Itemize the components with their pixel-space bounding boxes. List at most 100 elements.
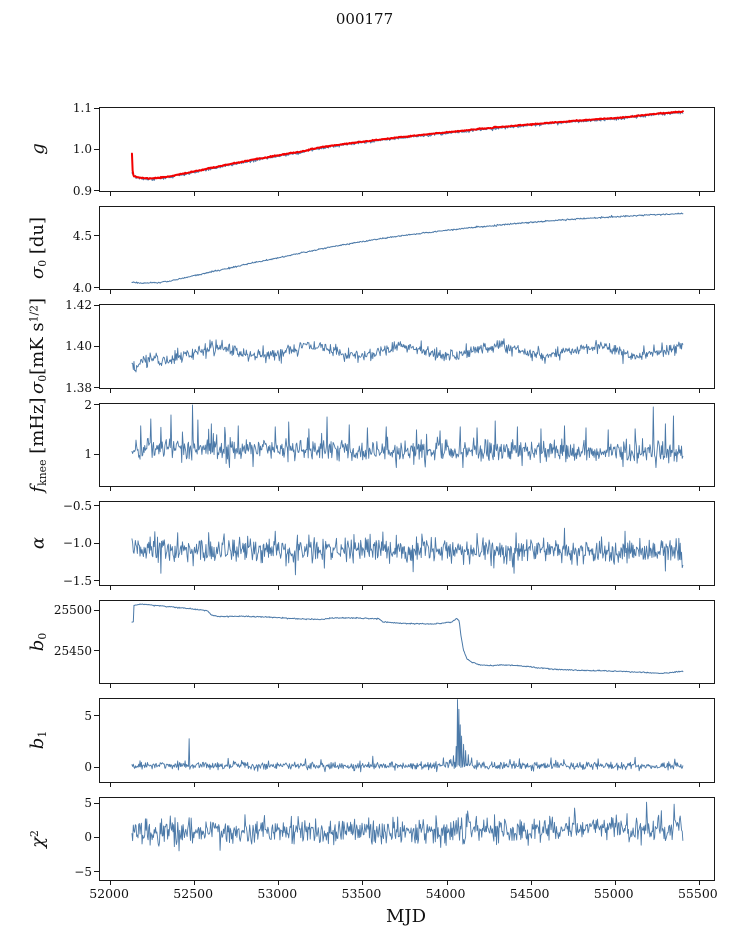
x-tick-mark (446, 290, 448, 294)
y-tick-mark (94, 287, 99, 289)
series-g-raw (131, 110, 684, 182)
x-tick-mark (698, 684, 700, 688)
y-tick-mark (94, 505, 99, 507)
y-tick-mark (94, 148, 99, 150)
x-tick-label: 55000 (593, 886, 634, 901)
y-axis-label-part: 0 (36, 632, 50, 640)
x-tick-mark (614, 487, 616, 491)
x-tick-mark (110, 290, 112, 294)
panel-alpha: α −0.5 −1.0 −1.5 (28, 499, 715, 590)
panel-sigma0-mk: σ0[mK s1/2] 1.42 1.40 1.38 (27, 298, 715, 395)
y-tick-label: 2 (84, 397, 92, 412)
x-tick-label: 55500 (677, 886, 718, 901)
panel-b0: b0 25500 25450 (27, 599, 715, 688)
y-tick-label: 1.38 (65, 380, 92, 395)
y-axis-label-part: 0 (36, 259, 50, 267)
plot-area-sigma0-du (131, 211, 684, 284)
x-tick-mark (614, 782, 616, 787)
x-tick-mark (110, 585, 112, 590)
x-tick-mark (698, 585, 700, 590)
x-tick-mark (530, 487, 532, 491)
x-tick-label: 53500 (341, 886, 382, 901)
x-tick-mark (530, 191, 532, 196)
series-sigma0-du-line (131, 211, 684, 284)
x-tick-mark (110, 487, 112, 491)
x-tick-mark (446, 881, 448, 885)
x-tick-mark (110, 881, 112, 885)
x-tick-mark (278, 881, 280, 885)
y-tick-mark (94, 190, 99, 191)
x-tick-mark (530, 585, 532, 590)
y-axis-label-sigma0-du: σ0 [du] (27, 217, 49, 279)
series-alpha-line (131, 527, 684, 576)
y-tick-label: 4.5 (72, 228, 92, 243)
y-axis-label-part: f (26, 485, 48, 493)
y-tick-label: −1.5 (62, 573, 92, 588)
series-fknee-line (131, 404, 684, 468)
x-tick-mark (614, 191, 616, 196)
y-tick-mark (94, 403, 99, 405)
series-chi2-line (131, 801, 684, 851)
plot-area-fknee (131, 404, 684, 468)
panel-sigma0-du: σ0 [du] 4.5 4.0 (27, 205, 715, 295)
x-tick-mark (362, 290, 364, 294)
x-tick-mark (698, 290, 700, 294)
x-tick-mark (362, 782, 364, 787)
y-tick-mark (94, 802, 99, 804)
x-tick-mark (362, 881, 364, 885)
x-tick-label: 52000 (89, 886, 129, 901)
x-tick-mark (278, 388, 280, 393)
x-tick-mark (446, 487, 448, 491)
y-tick-label: 1.40 (65, 339, 92, 354)
panel-b1: b1 5 0 (27, 698, 715, 787)
series-b0-line (131, 602, 684, 674)
figure-title: 000177 (335, 10, 394, 28)
x-tick-mark (278, 684, 280, 688)
x-tick-mark (614, 881, 616, 885)
x-tick-label: 52500 (173, 886, 214, 901)
x-tick-mark (614, 290, 616, 294)
series-sigma0-mk-line (131, 338, 684, 373)
y-tick-label: 0 (84, 830, 92, 845)
y-axis-label-part: 1/2 (27, 305, 41, 323)
y-tick-mark (94, 235, 99, 237)
plot-area-sigma0-mk (131, 338, 684, 373)
x-tick-mark (278, 782, 280, 787)
x-tick-mark (278, 585, 280, 590)
x-tick-mark (362, 388, 364, 393)
y-tick-label: 4.0 (72, 280, 92, 295)
x-tick-mark (110, 388, 112, 393)
x-tick-label: 53000 (257, 886, 298, 901)
y-tick-mark (94, 580, 99, 582)
y-tick-label: 1.42 (65, 298, 92, 312)
x-tick-mark (194, 290, 196, 294)
y-axis-label-fknee: fknee [mHz] (27, 397, 49, 492)
plot-area-b1 (131, 699, 684, 773)
y-tick-mark (94, 836, 99, 838)
y-tick-label: 1.1 (72, 101, 92, 115)
x-tick-mark (446, 388, 448, 393)
y-tick-mark (94, 542, 99, 544)
x-tick-mark (278, 191, 280, 196)
x-tick-label: 54000 (425, 886, 466, 901)
x-tick-mark (698, 487, 700, 491)
x-tick-mark (194, 585, 196, 590)
x-tick-mark (446, 585, 448, 590)
y-tick-mark (94, 107, 99, 109)
x-tick-mark (530, 782, 532, 787)
y-tick-label: 0 (84, 760, 92, 775)
y-tick-label: 5 (84, 708, 92, 723)
y-tick-label: 1 (84, 447, 92, 462)
x-tick-mark (446, 684, 448, 688)
x-tick-mark (110, 684, 112, 688)
y-axis-label-part: 2 (28, 829, 42, 837)
x-tick-mark (278, 290, 280, 294)
x-tick-mark (194, 191, 196, 196)
y-tick-mark (94, 766, 99, 768)
x-tick-mark (362, 585, 364, 590)
x-tick-label: 54500 (509, 886, 550, 901)
x-tick-mark (614, 388, 616, 393)
x-tick-mark (698, 782, 700, 787)
plot-area-b0 (131, 602, 684, 674)
